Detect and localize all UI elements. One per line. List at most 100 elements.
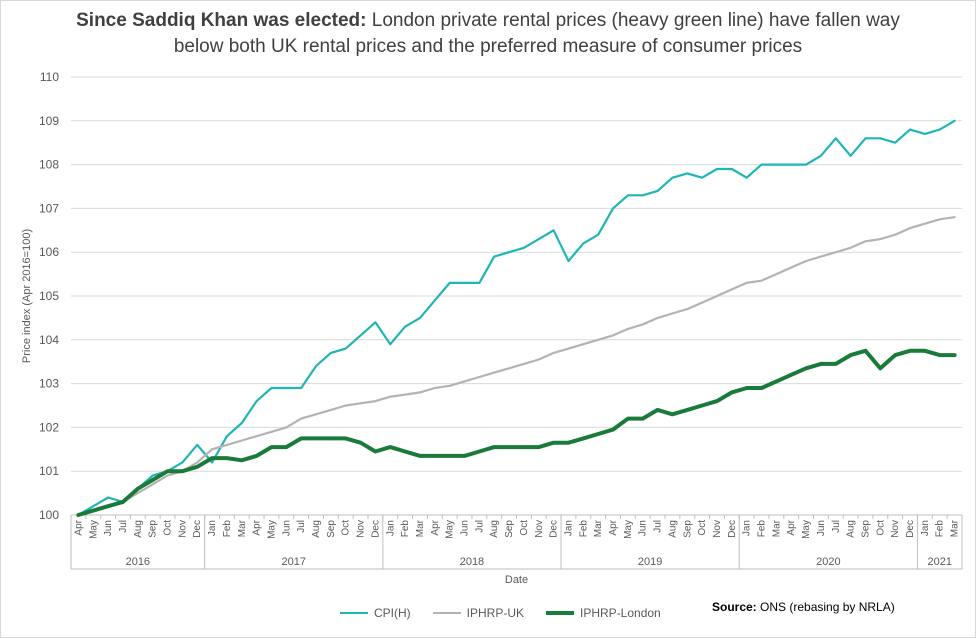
chart-title-line1: Since Saddiq Khan was elected: London pr… <box>0 8 976 34</box>
y-tick-label: 104 <box>39 333 59 347</box>
chart-title: Since Saddiq Khan was elected: London pr… <box>0 8 976 60</box>
series-line-iphrp-london <box>76 348 957 517</box>
x-tick-label: May <box>623 520 634 539</box>
y-tick-label: 103 <box>39 377 59 391</box>
x-tick-label: Apr <box>786 519 797 535</box>
chart-title-bold: Since Saddiq Khan was elected: <box>76 10 367 31</box>
legend-swatch <box>432 612 461 614</box>
x-tick-label: Aug <box>489 520 500 538</box>
y-tick-label: 102 <box>39 420 59 434</box>
legend-swatch <box>340 612 368 614</box>
x-tick-label: Jun <box>638 520 649 536</box>
x-tick-label: Sep <box>326 520 337 538</box>
x-tick-label: Feb <box>578 520 589 538</box>
y-tick-label: 100 <box>39 508 59 522</box>
x-axis-title: Date <box>505 574 528 586</box>
x-tick-label: Jul <box>653 520 664 533</box>
y-tick-label: 106 <box>39 245 59 259</box>
series-line-iphrp-uk <box>77 216 956 517</box>
year-label: 2019 <box>638 556 662 568</box>
y-axis-title: Price index (Apr 2016=100) <box>21 229 33 363</box>
x-tick-label: Jul <box>474 520 485 533</box>
legend-label: IPHRP-London <box>580 606 661 620</box>
x-tick-label: Nov <box>534 520 545 538</box>
x-tick-label: Sep <box>682 520 693 538</box>
x-tick-label: May <box>88 520 99 539</box>
x-tick-label: Apr <box>73 519 84 535</box>
x-tick-label: Nov <box>890 520 901 538</box>
y-tick-label: 109 <box>39 114 59 128</box>
x-tick-label: Nov <box>712 520 723 538</box>
x-tick-label: Mar <box>771 519 782 537</box>
x-tick-label: Aug <box>311 520 322 538</box>
legend-item: IPHRP-London <box>546 606 661 620</box>
year-label: 2018 <box>460 556 484 568</box>
x-tick-label: Apr <box>252 519 263 535</box>
x-tick-label: Dec <box>192 520 203 538</box>
legend: CPI(H) IPHRP-UK IPHRP-London <box>340 606 661 620</box>
x-tick-label: Jun <box>103 520 114 536</box>
x-tick-label: Nov <box>177 520 188 538</box>
x-tick-label: Feb <box>222 520 233 538</box>
x-tick-label: May <box>445 520 456 539</box>
x-tick-label: May <box>801 520 812 539</box>
x-tick-label: Aug <box>133 520 144 538</box>
legend-item: IPHRP-UK <box>432 606 525 620</box>
x-tick-label: Dec <box>549 520 560 538</box>
x-tick-label: Oct <box>163 520 174 536</box>
x-tick-label: Dec <box>905 520 916 538</box>
source-text: ONS (rebasing by NRLA) <box>756 600 895 614</box>
x-tick-label: Oct <box>519 520 530 536</box>
x-tick-label: Sep <box>860 520 871 538</box>
year-label: 2016 <box>126 556 150 568</box>
x-tick-label: Jan <box>563 520 574 536</box>
source-note: Source: ONS (rebasing by NRLA) <box>712 600 895 614</box>
x-tick-label: Mar <box>415 519 426 537</box>
x-tick-label: Jan <box>920 520 931 536</box>
year-label: 2021 <box>927 556 951 568</box>
x-tick-label: Dec <box>727 520 738 538</box>
x-tick-label: Mar <box>237 519 248 537</box>
x-tick-label: Sep <box>148 520 159 538</box>
x-tick-label: Oct <box>341 520 352 536</box>
chart-title-line2: below both UK rental prices and the pref… <box>173 36 803 57</box>
x-tick-label: Aug <box>846 520 857 538</box>
legend-label: IPHRP-UK <box>466 606 525 620</box>
x-tick-label: Sep <box>504 520 515 538</box>
x-tick-label: Jun <box>816 520 827 536</box>
year-label: 2020 <box>816 556 840 568</box>
x-tick-label: Feb <box>935 520 946 538</box>
x-tick-label: Jul <box>118 520 129 533</box>
source-label: Source: <box>712 600 757 614</box>
x-tick-label: Jan <box>742 520 753 536</box>
x-tick-label: Jun <box>281 520 292 536</box>
x-tick-label: Apr <box>430 519 441 535</box>
x-tick-label: Dec <box>370 520 381 538</box>
x-tick-label: Oct <box>697 520 708 536</box>
x-tick-label: May <box>266 520 277 539</box>
x-tick-label: Jan <box>207 520 218 536</box>
legend-item: CPI(H) <box>340 606 411 620</box>
x-tick-label: Nov <box>356 520 367 538</box>
x-tick-label: Jul <box>296 520 307 533</box>
y-tick-label: 105 <box>39 289 59 303</box>
y-tick-label: 101 <box>39 464 59 478</box>
series-line-cpi-h <box>77 119 956 517</box>
x-tick-label: Jul <box>831 520 842 533</box>
legend-swatch <box>546 611 575 615</box>
chart-title-rest: London private rental prices (heavy gree… <box>366 10 900 31</box>
y-tick-label: 110 <box>40 70 59 84</box>
year-label: 2017 <box>282 556 306 568</box>
y-tick-label: 107 <box>39 201 59 215</box>
x-tick-label: Jun <box>460 520 471 536</box>
x-tick-label: Feb <box>400 520 411 538</box>
y-tick-label: 108 <box>39 158 59 172</box>
x-tick-label: Apr <box>608 519 619 535</box>
x-tick-label: Jan <box>385 520 396 536</box>
x-tick-label: Mar <box>593 519 604 537</box>
x-tick-label: Feb <box>757 520 768 538</box>
x-tick-label: Oct <box>875 520 886 536</box>
x-tick-label: Mar <box>950 519 961 537</box>
legend-label: CPI(H) <box>374 606 411 620</box>
